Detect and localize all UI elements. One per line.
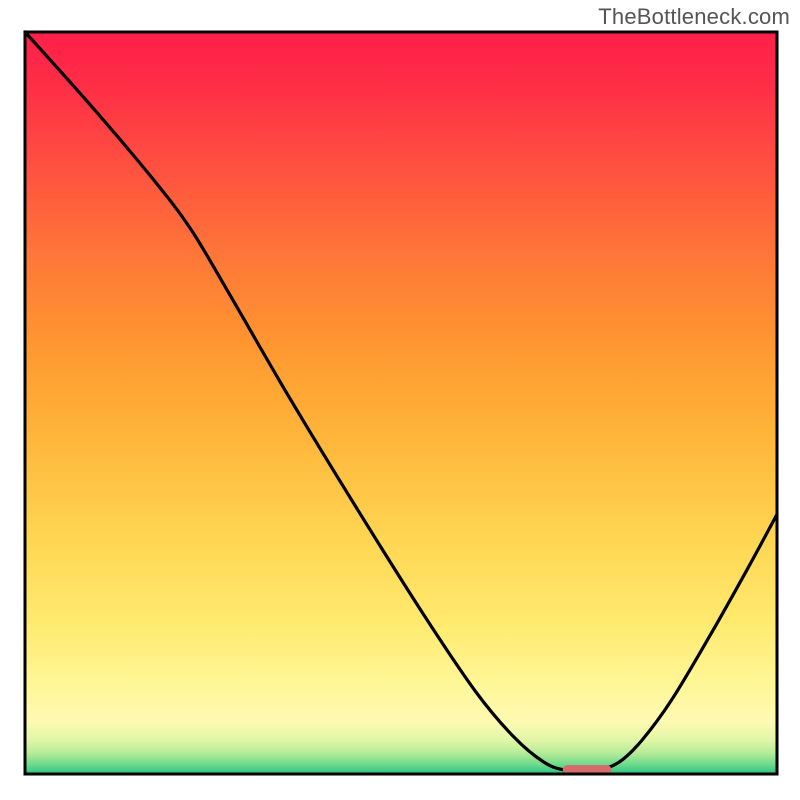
plot-background bbox=[25, 32, 777, 774]
watermark-text: TheBottleneck.com bbox=[598, 4, 790, 30]
chart-frame: TheBottleneck.com bbox=[0, 0, 800, 800]
bottleneck-chart bbox=[0, 0, 800, 800]
